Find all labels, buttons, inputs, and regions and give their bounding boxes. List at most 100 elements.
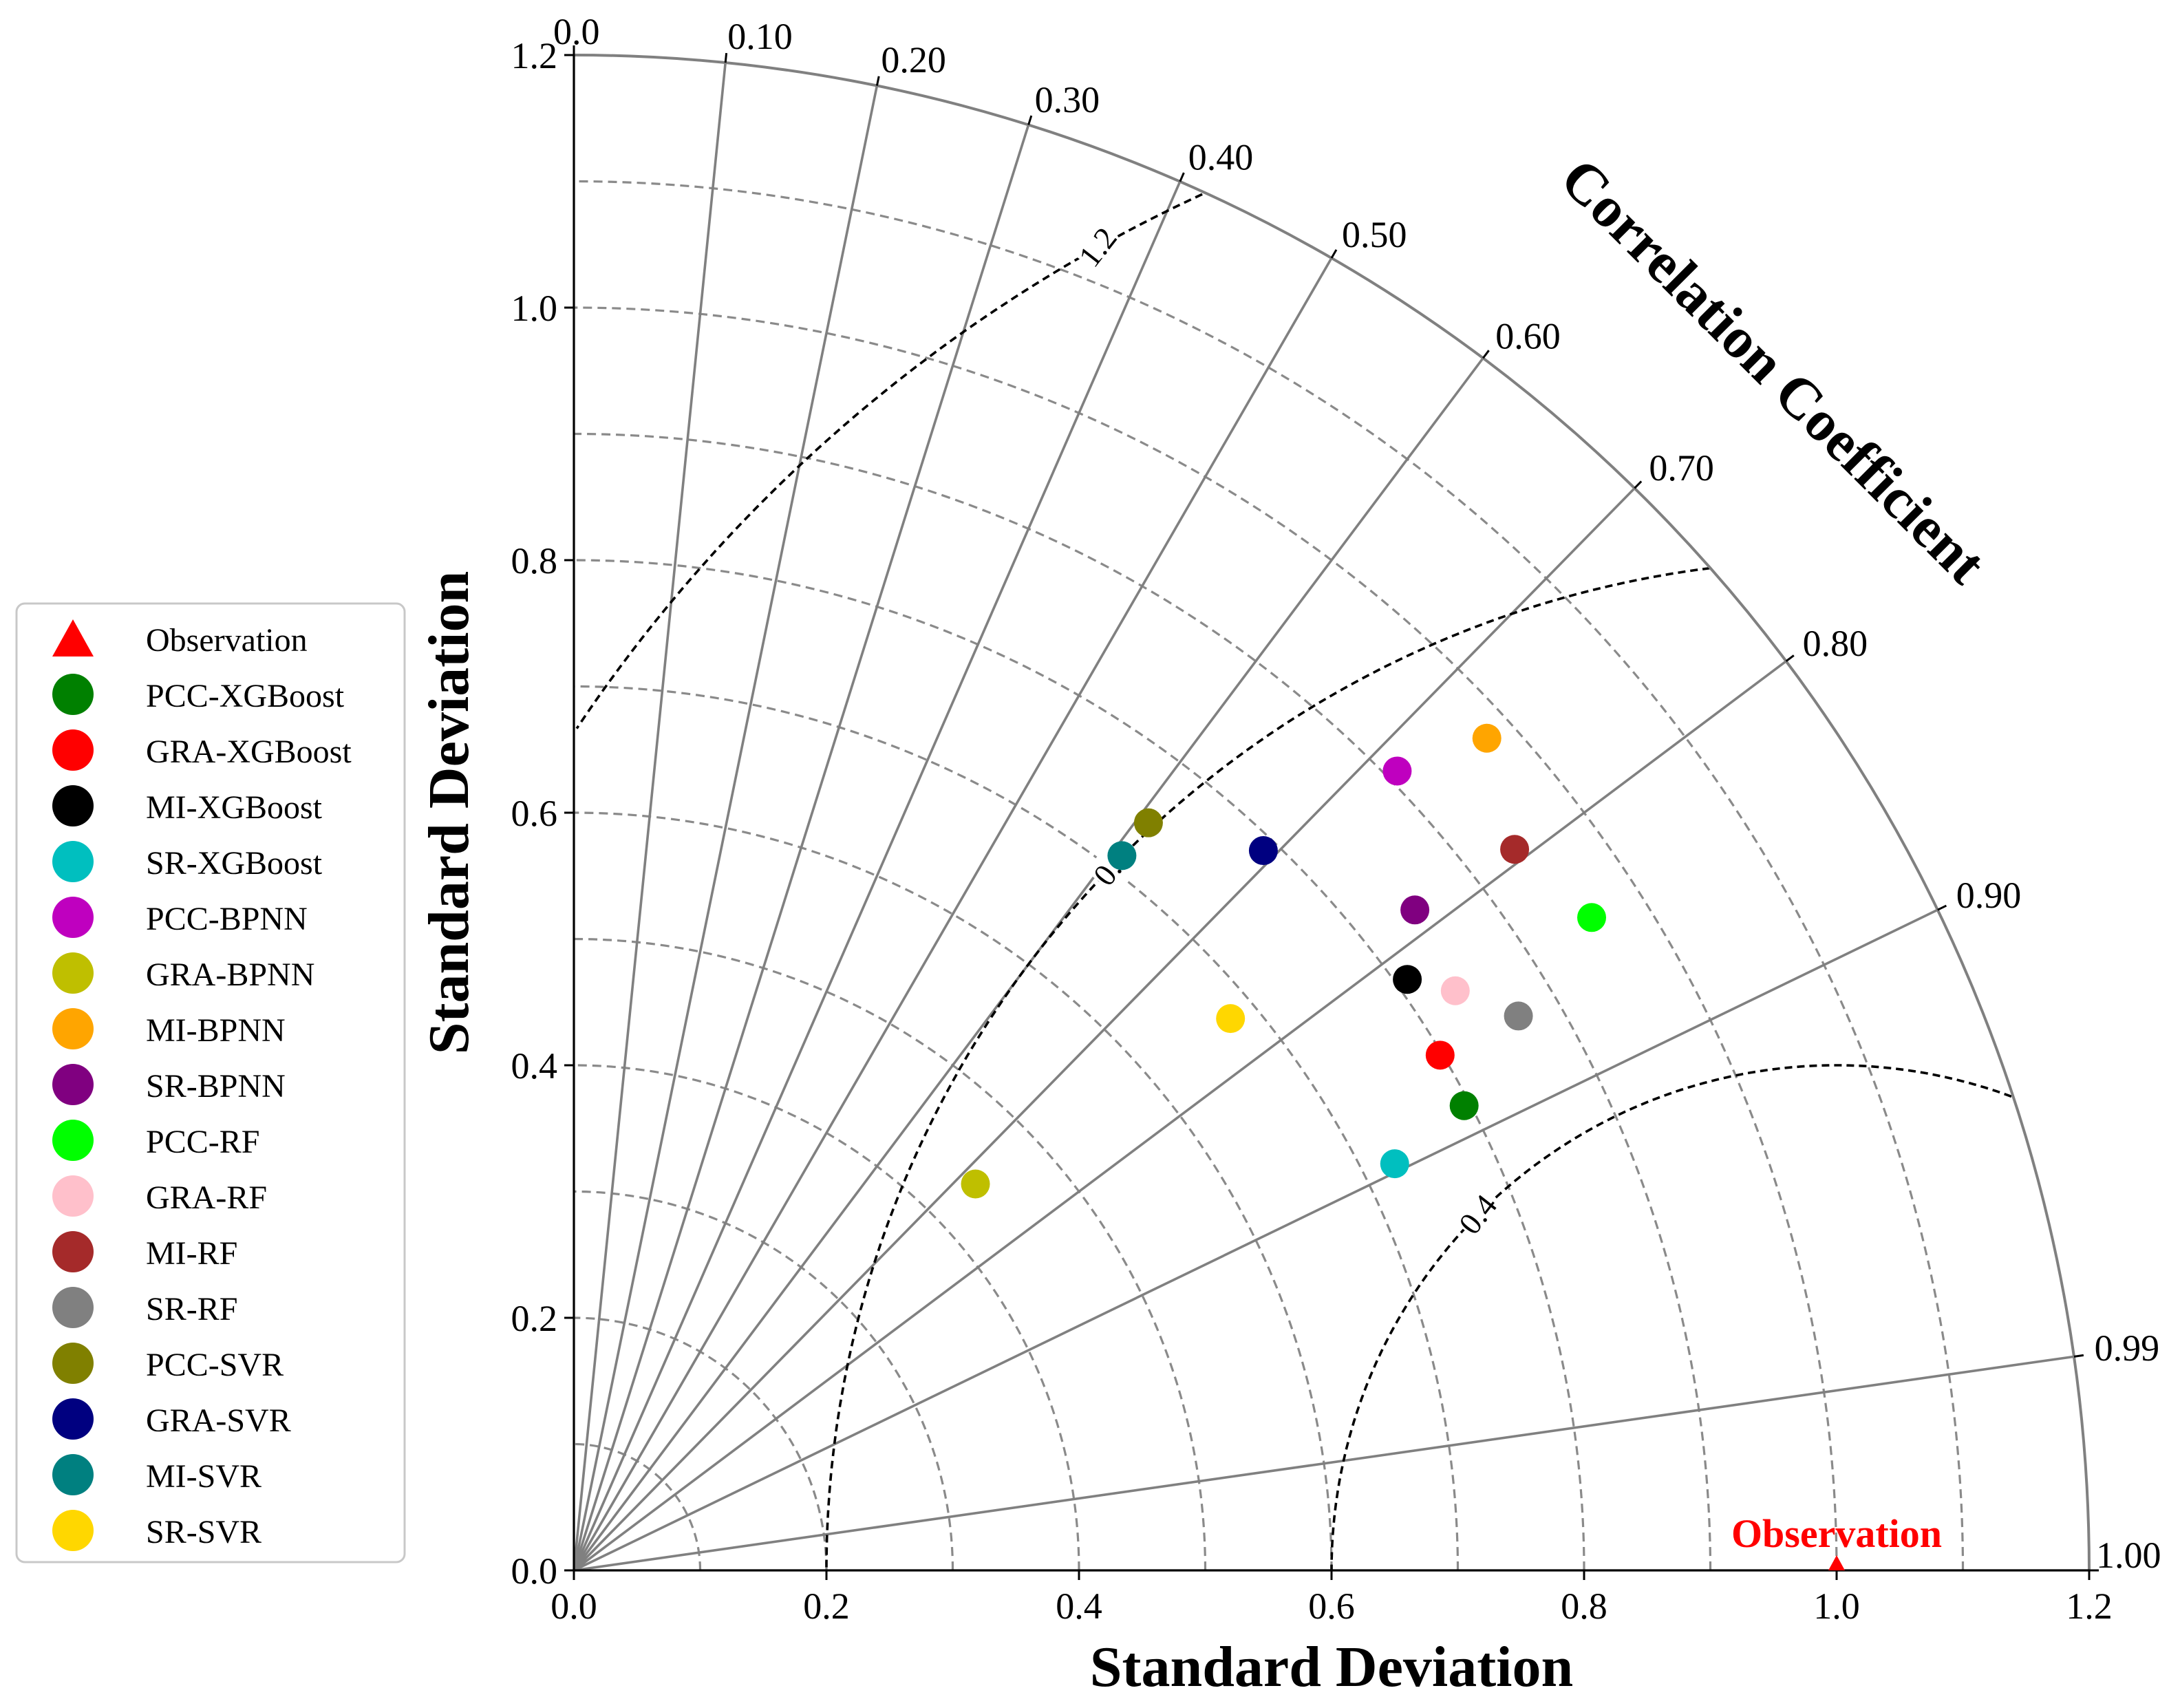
correlation-tick: [1937, 904, 1947, 911]
std-grid-arc: [573, 180, 1965, 1571]
legend-label-mi-xgboost: MI-XGBoost: [146, 789, 323, 826]
data-points-layer: Observation: [961, 723, 1942, 1570]
legend-marker-mi-rf: [52, 1231, 94, 1272]
y-axis-title: Standard Deviation: [417, 571, 481, 1054]
x-tick-label: 0.4: [1056, 1586, 1102, 1627]
legend-marker-gra-rf: [52, 1175, 94, 1217]
y-tick-label: 1.2: [511, 35, 558, 76]
data-point-sr-bpnn: [1400, 895, 1430, 925]
y-tick-label: 0.6: [511, 793, 558, 834]
correlation-ray: [573, 85, 879, 1571]
rmse-contour-label: 1.2: [1071, 221, 1124, 274]
data-point-pcc-xgboost: [1449, 1091, 1479, 1120]
correlation-tick-label: 0.20: [881, 39, 946, 81]
y-tick-label: 1.0: [511, 288, 558, 329]
std-grid-arc: [573, 937, 1207, 1571]
std-grid-arc: [573, 559, 1585, 1571]
x-tick-label: 0.6: [1308, 1586, 1355, 1627]
legend-marker-gra-bpnn: [52, 952, 94, 994]
observation-marker: [1828, 1555, 1845, 1570]
legend-label-mi-rf: MI-RF: [146, 1235, 237, 1272]
legend-marker-gra-xgboost: [52, 729, 94, 771]
legend: Observation PCC-XGBoost GRA-XGBoost MI-XGBo…: [15, 602, 406, 1563]
y-tick-label: 0.0: [511, 1550, 558, 1592]
correlation-tick-label: 0.40: [1188, 136, 1254, 178]
correlation-ray: [573, 124, 1030, 1571]
std-grid-arc: [573, 1316, 828, 1571]
correlation-tick: [1027, 115, 1033, 125]
data-point-sr-xgboost: [1380, 1149, 1409, 1179]
correlation-ray: [573, 908, 1938, 1572]
correlation-tick-label: 0.50: [1342, 214, 1407, 255]
rmse-contour: [825, 566, 1711, 1570]
y-tick-label: 0.4: [511, 1045, 558, 1087]
std-grid-arc: [573, 811, 1333, 1571]
correlation-tick-label: 0.60: [1495, 315, 1561, 356]
correlation-tick: [724, 52, 728, 63]
correlation-tick-label: 0.90: [1956, 875, 2022, 916]
correlation-tick-label: 0.99: [2095, 1327, 2160, 1369]
legend-label-pcc-rf: PCC-RF: [146, 1124, 259, 1160]
legend-label-sr-rf: SR-RF: [146, 1291, 237, 1327]
correlation-outer-arc: [573, 54, 2091, 1571]
correlation-ray: [573, 181, 1182, 1571]
correlation-tick: [875, 76, 880, 86]
legend-label-mi-svr: MI-SVR: [146, 1458, 261, 1495]
data-point-sr-svr: [1216, 1004, 1246, 1034]
correlation-ray: [573, 1355, 2075, 1572]
data-point-gra-bpnn: [961, 1169, 990, 1199]
data-point-mi-bpnn: [1472, 723, 1502, 753]
legend-frame: [15, 602, 406, 1563]
rmse-contour: [575, 193, 1203, 729]
legend-label-observation: Observation: [146, 622, 308, 659]
correlation-tick: [1785, 654, 1795, 662]
correlation-tick-label: 0.30: [1035, 79, 1100, 120]
correlation-axis-title: Correlation Coefficient: [1548, 147, 1998, 597]
legend-label-sr-svr: SR-SVR: [146, 1514, 261, 1550]
legend-label-sr-xgboost: SR-XGBoost: [146, 845, 323, 882]
data-point-sr-rf: [1504, 1001, 1533, 1031]
correlation-tick-label: 1.00: [2096, 1535, 2161, 1576]
legend-marker-pcc-bpnn: [52, 897, 94, 938]
legend-marker-pcc-xgboost: [52, 674, 94, 715]
correlation-tick-label: 0.80: [1803, 623, 1868, 664]
correlation-ray: [573, 487, 1636, 1572]
x-tick-label: 1.0: [1813, 1586, 1860, 1627]
data-point-pcc-svr: [1133, 808, 1163, 837]
legend-label-pcc-bpnn: PCC-BPNN: [146, 901, 308, 937]
legend-label-mi-bpnn: MI-BPNN: [146, 1012, 286, 1049]
std-grid-arc: [573, 306, 1838, 1571]
data-point-pcc-rf: [1577, 903, 1607, 932]
data-point-gra-rf: [1440, 976, 1470, 1005]
rmse-label-bg: [1071, 220, 1125, 275]
observation-label: Observation: [1731, 1511, 1942, 1556]
legend-label-pcc-svr: PCC-SVR: [146, 1347, 284, 1383]
legend-marker-sr-rf: [52, 1287, 94, 1328]
x-tick-label: 0.0: [551, 1586, 597, 1627]
correlation-tick-label: 0.0: [553, 11, 600, 52]
legend-marker-mi-bpnn: [52, 1008, 94, 1049]
x-axis-title: Standard Deviation: [1090, 1635, 1573, 1699]
legend-label-gra-rf: GRA-RF: [146, 1179, 267, 1216]
data-point-mi-rf: [1500, 835, 1530, 864]
legend-label-pcc-xgboost: PCC-XGBoost: [146, 678, 345, 714]
grid-layer: [573, 62, 2075, 1572]
legend-marker-sr-bpnn: [52, 1064, 94, 1105]
correlation-ray: [573, 257, 1333, 1571]
correlation-tick: [1634, 480, 1643, 489]
legend-marker-mi-svr: [52, 1454, 94, 1495]
legend-marker-sr-svr: [52, 1510, 94, 1551]
correlation-ray: [573, 660, 1787, 1572]
legend-marker-mi-xgboost: [52, 785, 94, 826]
legend-marker-sr-xgboost: [52, 841, 94, 882]
legend-marker-observation: [52, 619, 94, 656]
correlation-tick: [1330, 249, 1338, 259]
rmse-contour: [1330, 1064, 2012, 1570]
legend-label-gra-svr: GRA-SVR: [146, 1402, 291, 1439]
axis-layer: 0.00.00.20.20.40.40.60.60.80.81.01.01.21…: [417, 11, 2161, 1699]
correlation-tick: [1482, 350, 1490, 359]
rmse-label-bg: [1451, 1187, 1505, 1242]
legend-marker-pcc-svr: [52, 1343, 94, 1384]
legend-label-gra-bpnn: GRA-BPNN: [146, 957, 314, 993]
